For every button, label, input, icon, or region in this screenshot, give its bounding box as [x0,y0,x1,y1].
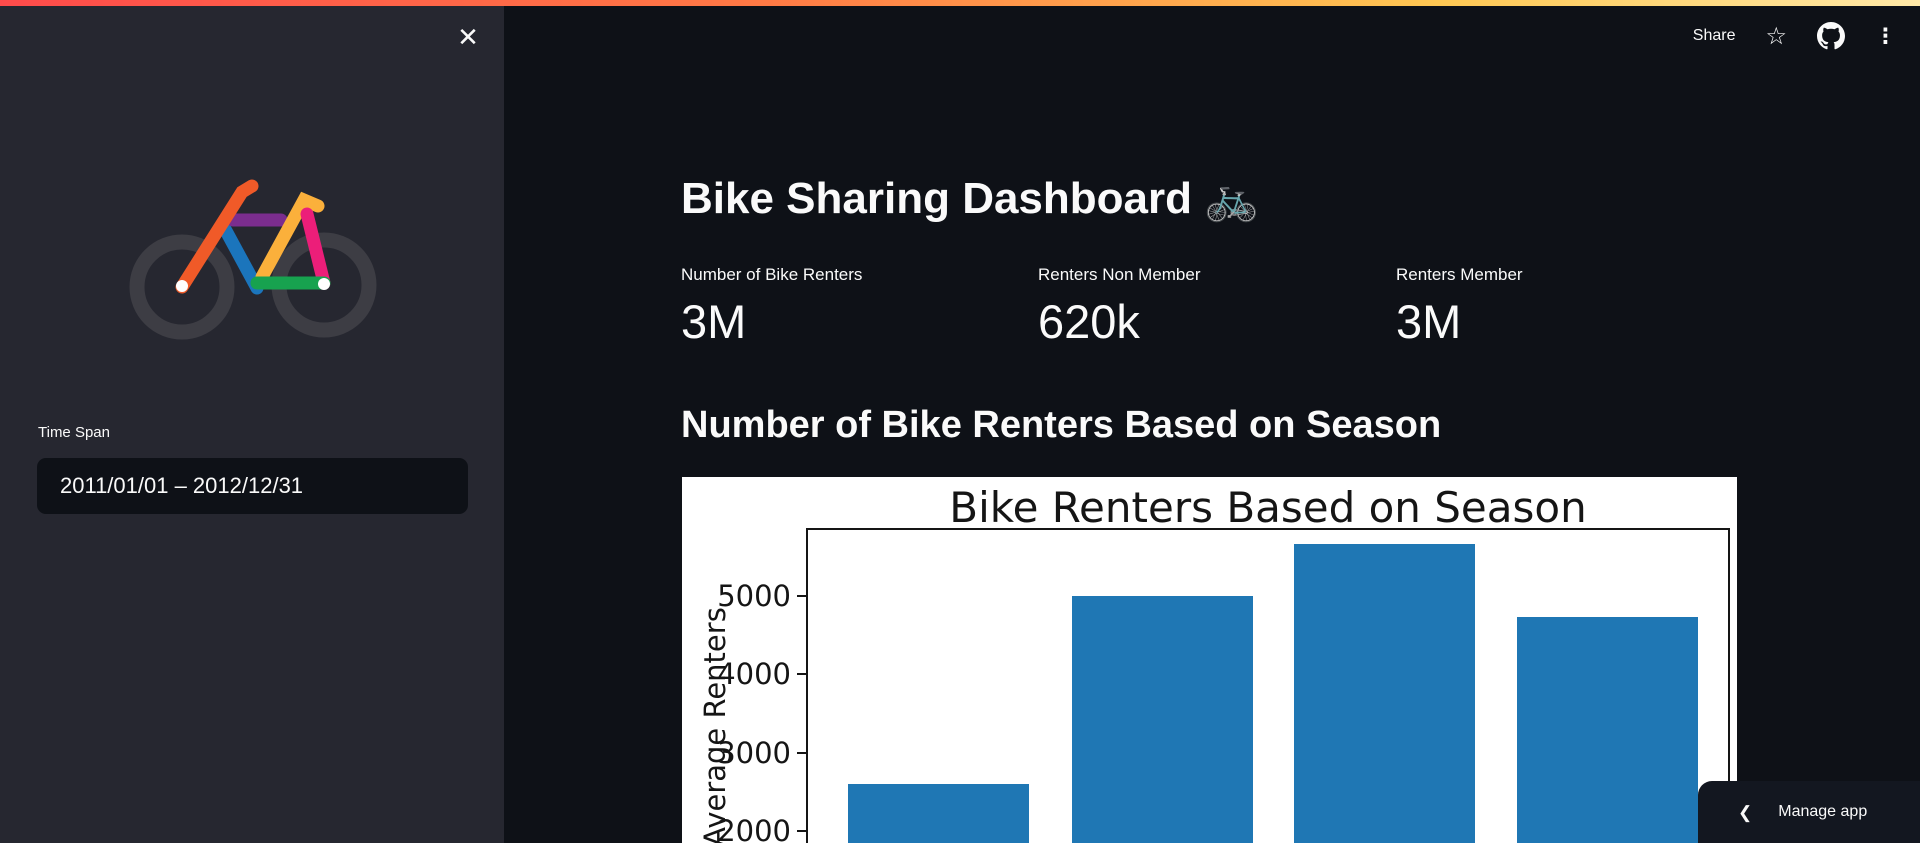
decoration-gradient-bar [0,0,1920,6]
github-icon[interactable] [1817,22,1845,50]
app-toolbar: Share ☆ ⋮ [1693,14,1896,58]
y-tick-label: 4000 [717,657,791,691]
metric-value: 620k [1038,295,1140,348]
star-icon[interactable]: ☆ [1765,22,1787,50]
y-tick-mark [797,751,806,754]
season-bar-3 [1517,616,1698,843]
page-title: Bike Sharing Dashboard 🚲 [681,174,1260,223]
section-title: Number of Bike Renters Based on Season [681,404,1442,446]
metric-value: 3M [1396,295,1462,348]
bike-logo [118,158,386,358]
metric-label: Renters Non Member [1038,265,1201,284]
time-span-date-input[interactable]: 2011/01/01 – 2012/12/31 [37,458,468,514]
metric-renters-non-member: Renters Non Member 620k [1038,265,1383,345]
chart-ylabel: Average Renters [698,607,732,843]
metric-renters-member: Renters Member 3M [1396,265,1741,345]
time-span-label: Time Span [38,424,110,441]
metric-number-of-bike-renters: Number of Bike Renters 3M [681,265,1026,345]
season-bar-2 [1294,544,1475,843]
y-tick-mark [797,830,806,832]
metric-value: 3M [681,295,747,348]
front-wheel-icon [129,234,235,340]
y-tick-mark [797,673,806,675]
y-tick-mark [797,594,806,597]
y-tick-label: 5000 [717,578,791,613]
season-bar-0 [848,783,1029,843]
manage-app-button[interactable]: ❮ Manage app [1698,781,1920,843]
metric-label: Number of Bike Renters [681,265,863,284]
sidebar: ✕ Time Span 2011/01/01 – 2012/12/31 [0,0,504,843]
time-span-date-value: 2011/01/01 – 2012/12/31 [60,473,304,498]
metric-label: Renters Member [1396,265,1523,284]
share-button[interactable]: Share [1692,27,1736,44]
bike-emoji: 🚲 [1204,174,1260,223]
chart-plot-frame [806,528,1730,843]
chart-title: Bike Renters Based on Season [949,483,1587,532]
season-bar-chart: Bike Renters Based on Season Average Ren… [682,477,1737,843]
sidebar-close-icon[interactable]: ✕ [448,18,488,58]
y-tick-label: 2000 [717,814,791,843]
season-bar-1 [1072,595,1253,843]
y-tick-label: 3000 [717,735,791,770]
chevron-left-icon: ❮ [1738,802,1753,822]
overflow-menu-icon[interactable]: ⋮ [1875,23,1896,48]
